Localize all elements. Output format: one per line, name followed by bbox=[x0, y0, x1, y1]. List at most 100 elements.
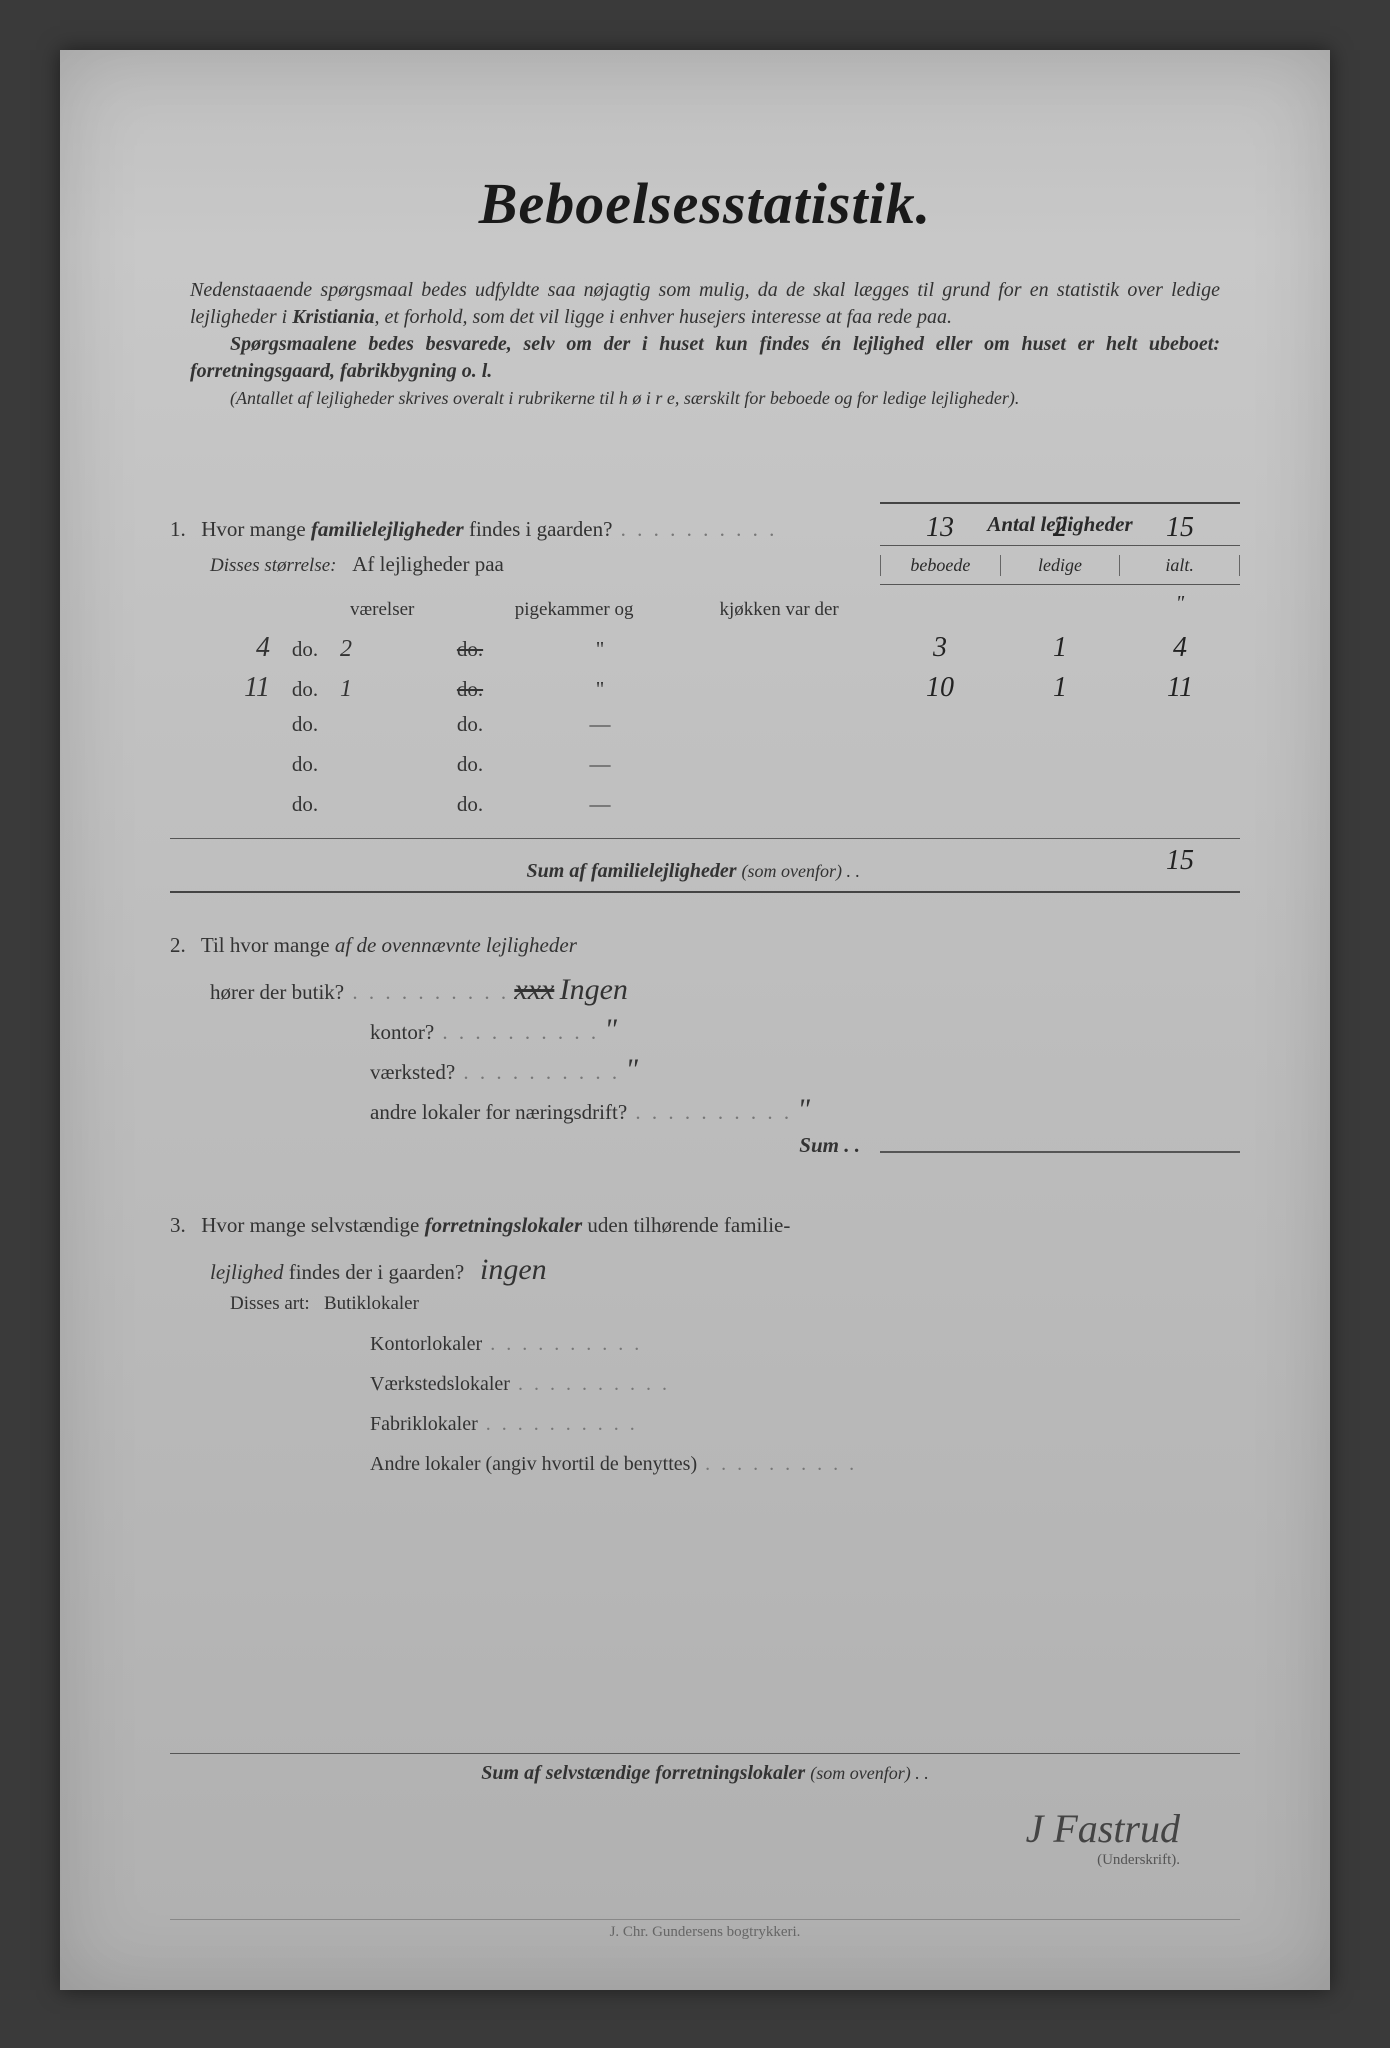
size-q: — bbox=[540, 792, 660, 817]
intro-paragraph: Nedenstaaende spørgsmaal bedes udfyldte … bbox=[190, 277, 1220, 412]
size-ialt: 11 bbox=[1120, 672, 1240, 704]
size-lead: 4 bbox=[170, 632, 270, 664]
signature-label: (Underskrift). bbox=[170, 1852, 1180, 1869]
hdr-vaerelser: værelser bbox=[350, 599, 510, 621]
q3-ans: ingen bbox=[480, 1253, 547, 1286]
size-ialt: 4 bbox=[1120, 632, 1240, 664]
size-beboede: 10 bbox=[880, 672, 1000, 704]
q3-item-label: Andre lokaler (angiv hvortil de benyttes… bbox=[370, 1453, 697, 1475]
q2-ans-strike: xxx bbox=[514, 973, 554, 1006]
q3-text-b: forretningslokaler bbox=[425, 1213, 583, 1237]
q1-sum-row: Sum af familielejligheder (som ovenfor) … bbox=[170, 838, 1240, 893]
q1-sum-label: Sum af familielejligheder bbox=[527, 860, 737, 882]
size-row: do.do.— bbox=[170, 712, 1240, 752]
body-rows: 1. Hvor mange familielejligheder findes … bbox=[170, 512, 1240, 1941]
size-row: do.do.— bbox=[170, 792, 1240, 832]
q2-line: kontor? " bbox=[170, 1013, 1240, 1053]
q3-text-d: lejlighed bbox=[210, 1260, 283, 1284]
q1-beboede: 13 bbox=[880, 512, 1000, 544]
q3-line1: 3. Hvor mange selvstændige forretningslo… bbox=[170, 1213, 1240, 1253]
q2-line: hører der butik? xxx Ingen bbox=[170, 973, 1240, 1013]
q3-text-a: Hvor mange selvstændige bbox=[201, 1213, 424, 1237]
q3-block: 3. Hvor mange selvstændige forretningslo… bbox=[170, 1213, 1240, 1493]
q3-text-c: uden tilhørende familie- bbox=[582, 1213, 790, 1237]
intro-p3: (Antallet af lejligheder skrives overalt… bbox=[230, 388, 1019, 408]
size-strike: do. bbox=[400, 712, 540, 737]
q3-item-row: Værkstedslokaler bbox=[170, 1373, 1240, 1413]
size-q: " bbox=[540, 637, 660, 662]
intro-p1b: Kristiania bbox=[292, 306, 374, 328]
size-do: do. bbox=[270, 792, 340, 817]
size-do: do. bbox=[270, 752, 340, 777]
q2-line: værksted? " bbox=[170, 1053, 1240, 1093]
size-do: do. bbox=[270, 637, 340, 662]
q3-item-row: Andre lokaler (angiv hvortil de benyttes… bbox=[170, 1453, 1240, 1493]
size-strike: do. bbox=[400, 752, 540, 777]
q1-text-a: Hvor mange bbox=[201, 517, 311, 541]
size-strike: do. bbox=[400, 677, 540, 702]
intro-p1c: , et forhold, som det vil ligge i enhver… bbox=[374, 306, 952, 328]
q2-header: 2. Til hvor mange af de ovennævnte lejli… bbox=[170, 933, 1240, 973]
q2-line-ans: Ingen bbox=[560, 973, 628, 1006]
q2-block: 2. Til hvor mange af de ovennævnte lejli… bbox=[170, 933, 1240, 1173]
table-area: Antal lejligheder beboede ledige ialt. 1… bbox=[170, 512, 1240, 1941]
size-do: do. bbox=[270, 712, 340, 737]
size-q: " bbox=[540, 677, 660, 702]
size-q: — bbox=[540, 752, 660, 777]
q3-item-row: Kontorlokaler bbox=[170, 1333, 1240, 1373]
q3-item-label: Fabriklokaler bbox=[370, 1413, 478, 1435]
q2-line-ans: " bbox=[625, 1053, 638, 1086]
q2-line-ans: " bbox=[604, 1013, 617, 1046]
q1-sum-ialt: 15 bbox=[1120, 845, 1240, 877]
q3-item-row: Fabriklokaler bbox=[170, 1413, 1240, 1453]
hdr-pigekammer: pigekammer og bbox=[515, 599, 715, 621]
q2-text-a: Til hvor mange bbox=[201, 933, 335, 957]
size-strike: do. bbox=[400, 637, 540, 662]
q2-num: 2. bbox=[170, 933, 196, 958]
q1-disses-row: Disses størrelse: Af lejligheder paa bbox=[170, 552, 1240, 592]
q1-ledige: 2 bbox=[1000, 512, 1120, 544]
q1-text-c: findes i gaarden? bbox=[464, 517, 613, 541]
intro-p2: Spørgsmaalene bedes besvarede, selv om d… bbox=[190, 333, 1220, 382]
signature-block: J Fastrud (Underskrift). bbox=[170, 1805, 1180, 1869]
signature-hand: J Fastrud bbox=[170, 1805, 1180, 1852]
q2-line-ans: " bbox=[797, 1093, 810, 1126]
size-v: 1 bbox=[340, 676, 400, 703]
q1-ialt: 15 bbox=[1120, 512, 1240, 544]
q3-item-label: Kontorlokaler bbox=[370, 1333, 482, 1355]
q3-text-e: findes der i gaarden? bbox=[289, 1260, 465, 1284]
q3-item-label: Værkstedslokaler bbox=[370, 1373, 510, 1395]
size-row: do.do.— bbox=[170, 752, 1240, 792]
size-row: 11do.1do."10111 bbox=[170, 672, 1240, 712]
q3-line2: lejlighed findes der i gaarden? ingen bbox=[170, 1253, 1240, 1293]
q2-text-b: af de ovennævnte lejligheder bbox=[335, 933, 577, 957]
printer-line: J. Chr. Gundersens bogtrykkeri. bbox=[170, 1919, 1240, 1941]
q1-sum-paren: (som ovenfor) . . bbox=[742, 861, 860, 881]
q2-sum: Sum . . bbox=[170, 1133, 1240, 1173]
q3-num: 3. bbox=[170, 1213, 196, 1238]
q2-line-label: andre lokaler for næringsdrift? bbox=[370, 1100, 627, 1124]
q1-header-row: 1. Hvor mange familielejligheder findes … bbox=[170, 512, 1240, 552]
page-title: Beboelsesstatistik. bbox=[170, 170, 1240, 237]
size-ledige: 1 bbox=[1000, 672, 1120, 704]
q2-line-label: kontor? bbox=[370, 1020, 434, 1044]
size-do: do. bbox=[270, 677, 340, 702]
size-v: 2 bbox=[340, 636, 400, 663]
q1-size-header: værelser pigekammer og kjøkken var der " bbox=[170, 592, 1240, 632]
hdr-kjokken: kjøkken var der bbox=[720, 599, 839, 620]
bottom-sum: Sum af selvstændige forretningslokaler (… bbox=[170, 1753, 1240, 1785]
q1-af: Af lejligheder paa bbox=[352, 552, 504, 576]
q2-line: andre lokaler for næringsdrift? " bbox=[170, 1093, 1240, 1133]
q1-num: 1. bbox=[170, 517, 196, 542]
q3-disses: Disses art: Butiklokaler bbox=[170, 1293, 1240, 1333]
q1-disses: Disses størrelse: bbox=[210, 555, 337, 576]
size-lead: 11 bbox=[170, 672, 270, 704]
size-q: — bbox=[540, 712, 660, 737]
q2-line-label: værksted? bbox=[370, 1060, 455, 1084]
q2-line-label: hører der butik? bbox=[210, 980, 344, 1004]
size-beboede: 3 bbox=[880, 632, 1000, 664]
q1-text-b: familielejligheder bbox=[311, 517, 464, 541]
size-ledige: 1 bbox=[1000, 632, 1120, 664]
size-strike: do. bbox=[400, 792, 540, 817]
document-page: Beboelsesstatistik. Nedenstaaende spørgs… bbox=[60, 50, 1330, 1990]
